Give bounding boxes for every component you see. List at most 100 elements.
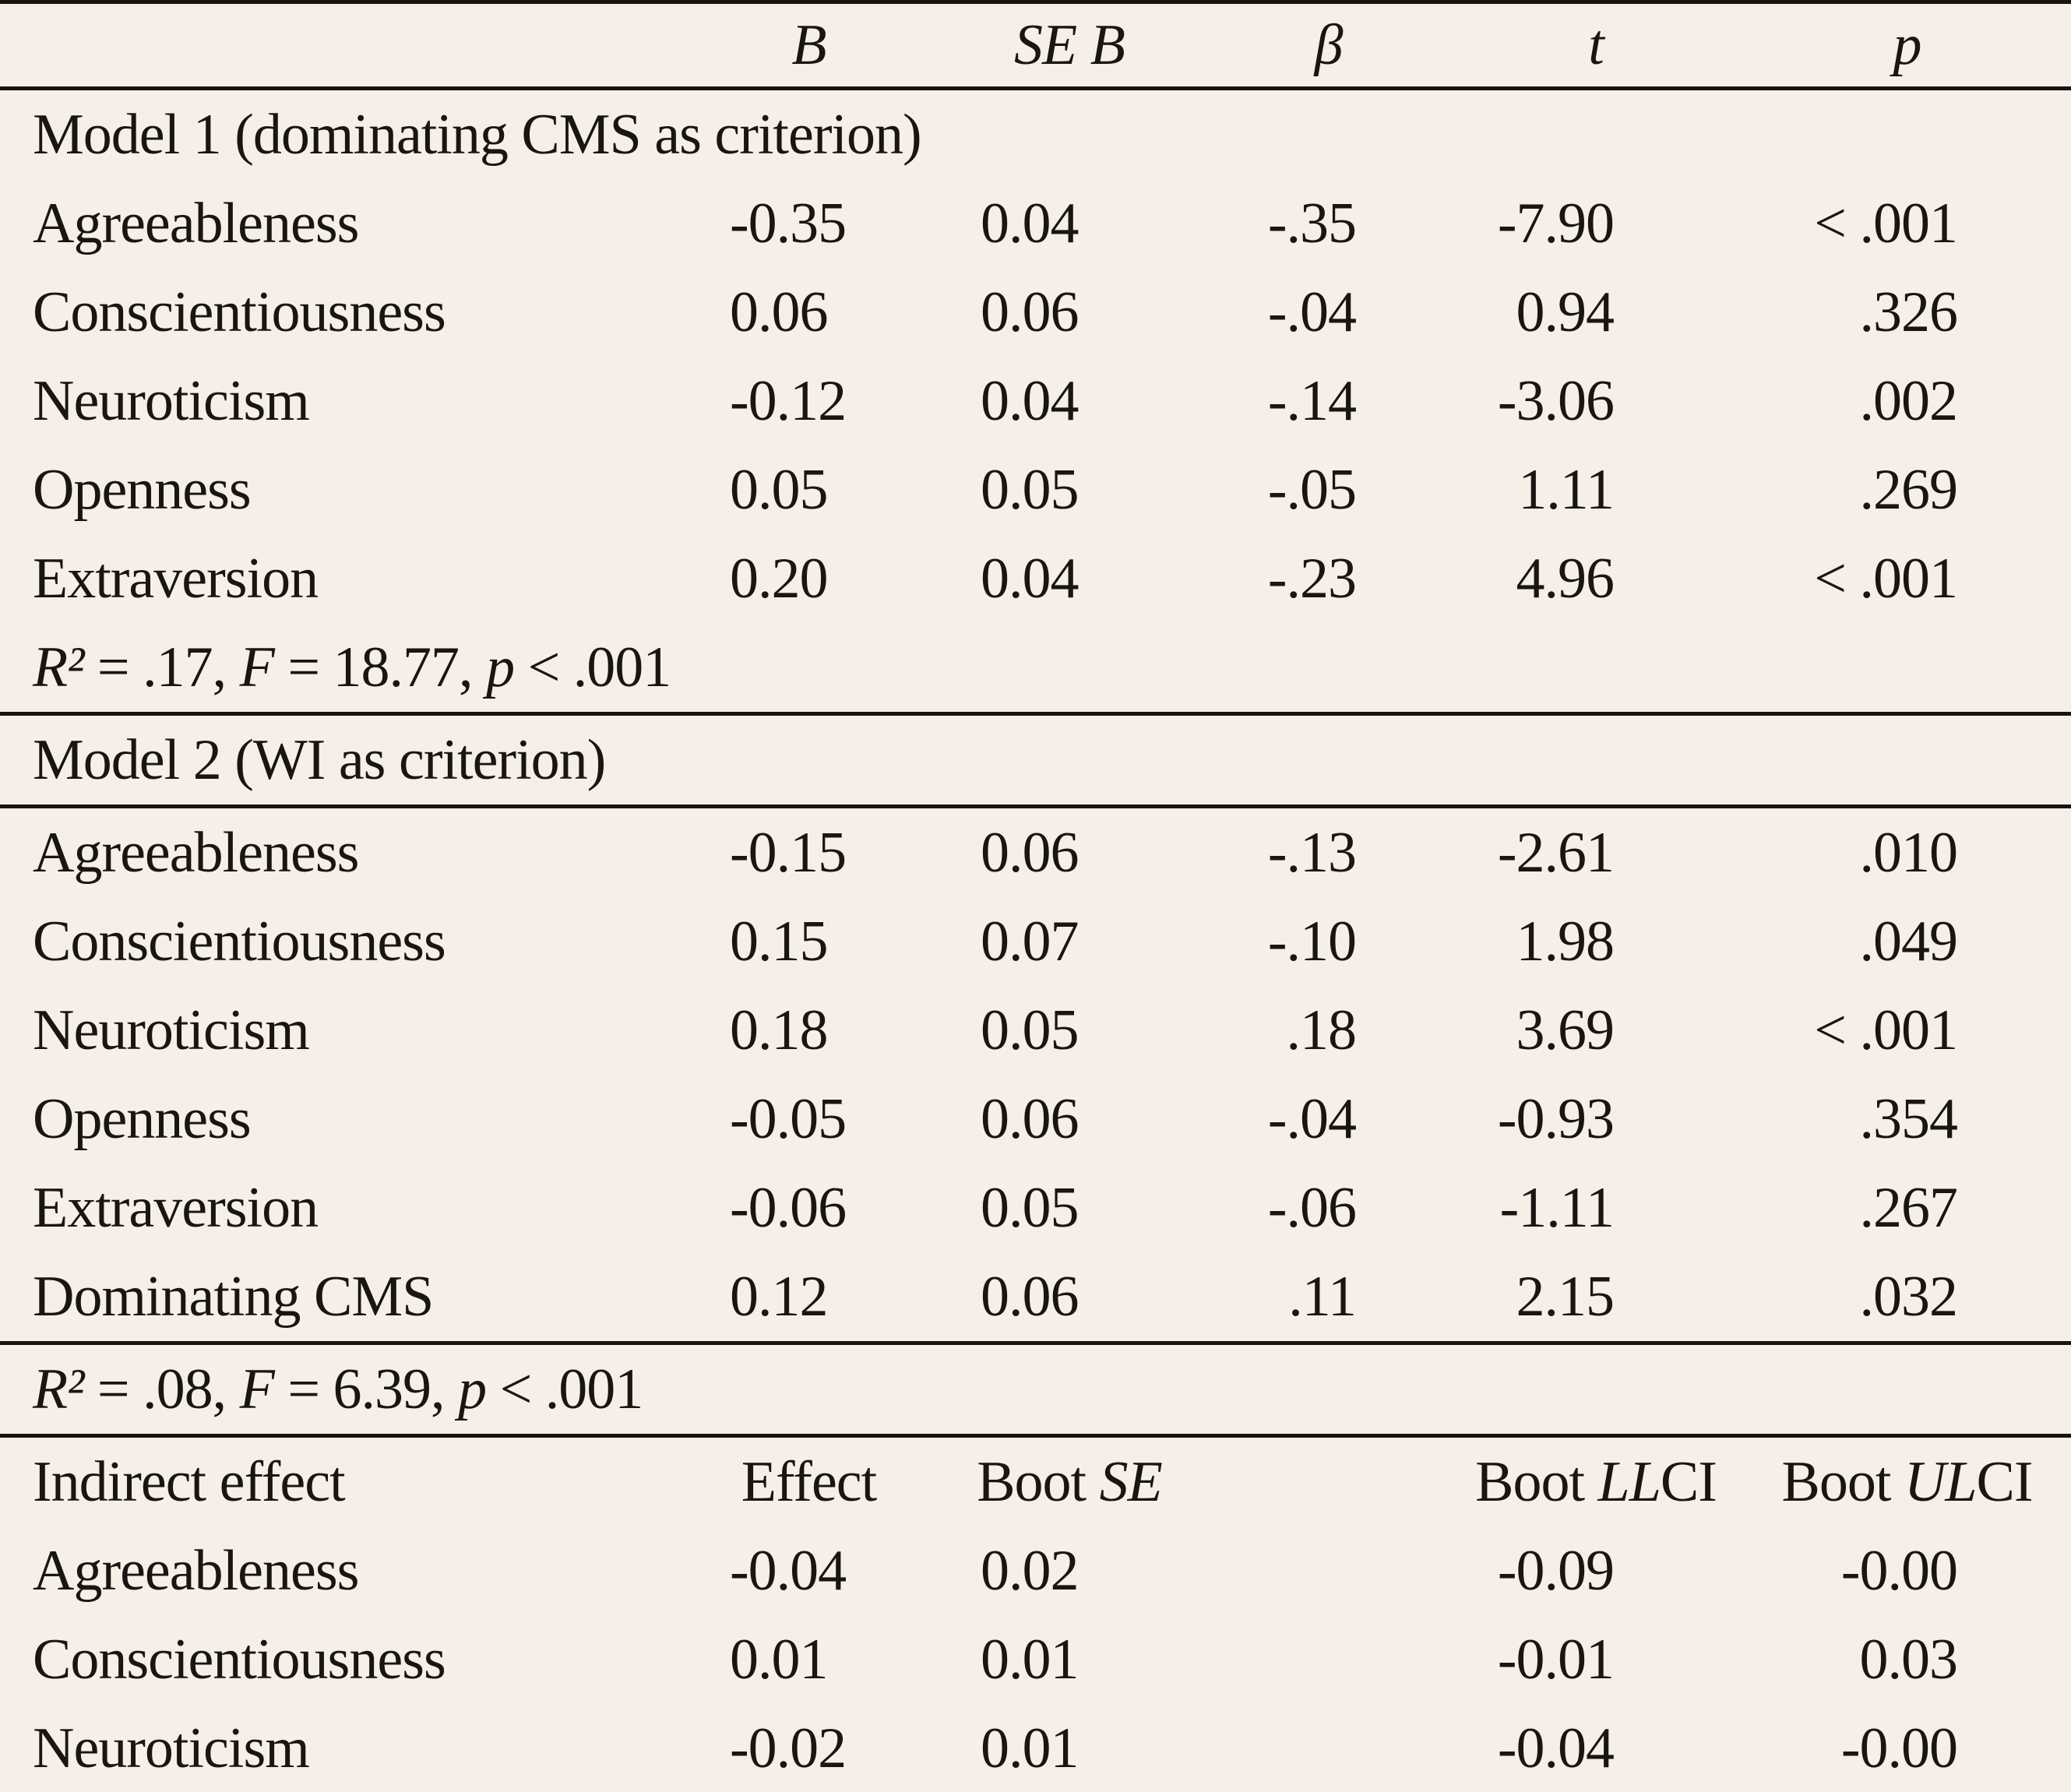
cell-col5: -0.00 [1840, 1538, 1958, 1603]
cell-col2: 0.04 [981, 546, 1080, 611]
cell-col5: < .001 [1814, 191, 1958, 255]
cell-label: Conscientiousness [33, 1627, 446, 1692]
indirect-effect-row: Agreeableness -0.04 0.02 -0.09 -0.00 [0, 1526, 2071, 1615]
cell-col4: -0.93 [1497, 1086, 1615, 1151]
boot-ulci-roman: Boot [1781, 1449, 1904, 1514]
model1-r2-value: = .17, [83, 635, 240, 699]
boot-llci-ci: CI [1660, 1449, 1717, 1514]
cell-col2: 0.04 [981, 191, 1080, 255]
cell-col2: 0.06 [981, 280, 1080, 344]
column-header-b: B [791, 12, 826, 77]
indirect-header-effect: Effect [741, 1449, 877, 1514]
cell-col4: 4.96 [1516, 546, 1615, 611]
model2-f-label: F [239, 1357, 275, 1421]
indirect-header-row: Indirect effect Effect Boot SE Boot LLCI… [0, 1436, 2071, 1527]
model2-predictor-row: Neuroticism 0.18 0.05 .18 3.69 < .001 [0, 986, 2071, 1075]
column-header-t: t [1588, 12, 1604, 77]
boot-ulci-ci: CI [1976, 1449, 2034, 1514]
cell-col2: 0.01 [981, 1627, 1080, 1692]
cell-col4: 1.98 [1516, 909, 1615, 973]
cell-col3: -.13 [1267, 820, 1357, 885]
indirect-header-label: Indirect effect [33, 1449, 346, 1514]
cell-col5: .354 [1859, 1086, 1959, 1151]
cell-col3: -.10 [1267, 909, 1357, 973]
cell-col1: -0.05 [730, 1086, 847, 1151]
cell-label: Agreeableness [33, 191, 359, 255]
cell-col2: 0.06 [981, 1086, 1080, 1151]
cell-col3: -.06 [1267, 1175, 1357, 1240]
cell-col2: 0.05 [981, 998, 1080, 1062]
cell-col4: -0.09 [1497, 1538, 1615, 1603]
model1-predictor-row: Openness 0.05 0.05 -.05 1.11 .269 [0, 445, 2071, 534]
cell-col3 [1208, 1615, 1449, 1704]
model1-predictor-row: Extraversion 0.20 0.04 -.23 4.96 < .001 [0, 534, 2071, 623]
cell-label: Neuroticism [33, 368, 310, 433]
cell-label: Extraversion [33, 546, 319, 611]
cell-col5: < .001 [1814, 998, 1958, 1062]
indirect-effect-row: Conscientiousness 0.01 0.01 -0.01 0.03 [0, 1615, 2071, 1704]
column-header-p: p [1893, 12, 1922, 77]
cell-col2: 0.05 [981, 1175, 1080, 1240]
cell-col2: 0.04 [981, 368, 1080, 433]
indirect-header-boot-se: Boot SE [931, 1436, 1208, 1527]
cell-col3 [1208, 1704, 1449, 1792]
model2-stats-row: R² = .08, F = 6.39, p < .001 [0, 1343, 2071, 1436]
cell-col4: 1.11 [1518, 457, 1615, 522]
model1-title: Model 1 (dominating CMS as criterion) [33, 102, 922, 167]
cell-col5: .032 [1859, 1264, 1959, 1329]
cell-col1: 0.20 [730, 546, 829, 611]
cell-col5: .049 [1859, 909, 1959, 973]
cell-label: Agreeableness [33, 1538, 359, 1603]
cell-label: Conscientiousness [33, 909, 446, 973]
boot-llci-roman: Boot [1475, 1449, 1598, 1514]
cell-col3: .18 [1286, 998, 1358, 1062]
cell-col4: 0.94 [1516, 280, 1615, 344]
model2-p-label: p [458, 1357, 487, 1421]
cell-col4: -1.11 [1499, 1175, 1615, 1240]
model1-predictor-row: Agreeableness -0.35 0.04 -.35 -7.90 < .001 [0, 179, 2071, 268]
cell-col3: .11 [1288, 1264, 1357, 1329]
column-header-beta: β [1314, 12, 1344, 77]
model1-f-label: F [239, 635, 275, 699]
cell-col5: .326 [1859, 280, 1959, 344]
cell-col1: -0.04 [730, 1538, 847, 1603]
cell-col5: .010 [1859, 820, 1959, 885]
cell-col3: -.04 [1267, 1086, 1357, 1151]
model1-p-label: p [486, 635, 515, 699]
cell-col5: -0.00 [1840, 1716, 1958, 1780]
cell-col3: -.14 [1267, 368, 1357, 433]
cell-col3 [1208, 1526, 1449, 1615]
cell-col1: -0.02 [730, 1716, 847, 1780]
model2-stats: R² = .08, F = 6.39, p < .001 [0, 1343, 2071, 1436]
model1-r2-label: R² [33, 635, 84, 699]
indirect-header-spacer [1208, 1436, 1449, 1527]
model1-stats-row: R² = .17, F = 18.77, p < .001 [0, 623, 2071, 714]
cell-col2: 0.06 [981, 1264, 1080, 1329]
model2-section-header-row: Model 2 (WI as criterion) [0, 714, 2071, 807]
column-header-empty [0, 2, 687, 89]
model2-title: Model 2 (WI as criterion) [33, 727, 606, 792]
cell-col4: 2.15 [1516, 1264, 1615, 1329]
cell-col2: 0.01 [981, 1716, 1080, 1780]
cell-col3: -.05 [1267, 457, 1357, 522]
cell-col1: 0.12 [730, 1264, 829, 1329]
cell-label: Agreeableness [33, 820, 359, 885]
cell-label: Openness [33, 457, 252, 522]
column-header-row: B SE B β t p [0, 2, 2071, 89]
cell-col1: 0.15 [730, 909, 829, 973]
indirect-header-boot-llci: Boot LLCI [1449, 1436, 1743, 1527]
model2-predictor-row: Openness -0.05 0.06 -.04 -0.93 .354 [0, 1075, 2071, 1164]
model1-f-value: = 18.77, [273, 635, 487, 699]
cell-col3: -.23 [1267, 546, 1357, 611]
cell-label: Neuroticism [33, 1716, 310, 1780]
cell-col4: -2.61 [1497, 820, 1615, 885]
cell-col5: .002 [1859, 368, 1959, 433]
cell-col4: -3.06 [1497, 368, 1615, 433]
cell-col5: .267 [1859, 1175, 1959, 1240]
model1-predictor-row: Neuroticism -0.12 0.04 -.14 -3.06 .002 [0, 357, 2071, 445]
cell-label: Neuroticism [33, 998, 310, 1062]
boot-se-roman: Boot [977, 1449, 1100, 1514]
cell-col2: 0.05 [981, 457, 1080, 522]
cell-col5: .269 [1859, 457, 1959, 522]
